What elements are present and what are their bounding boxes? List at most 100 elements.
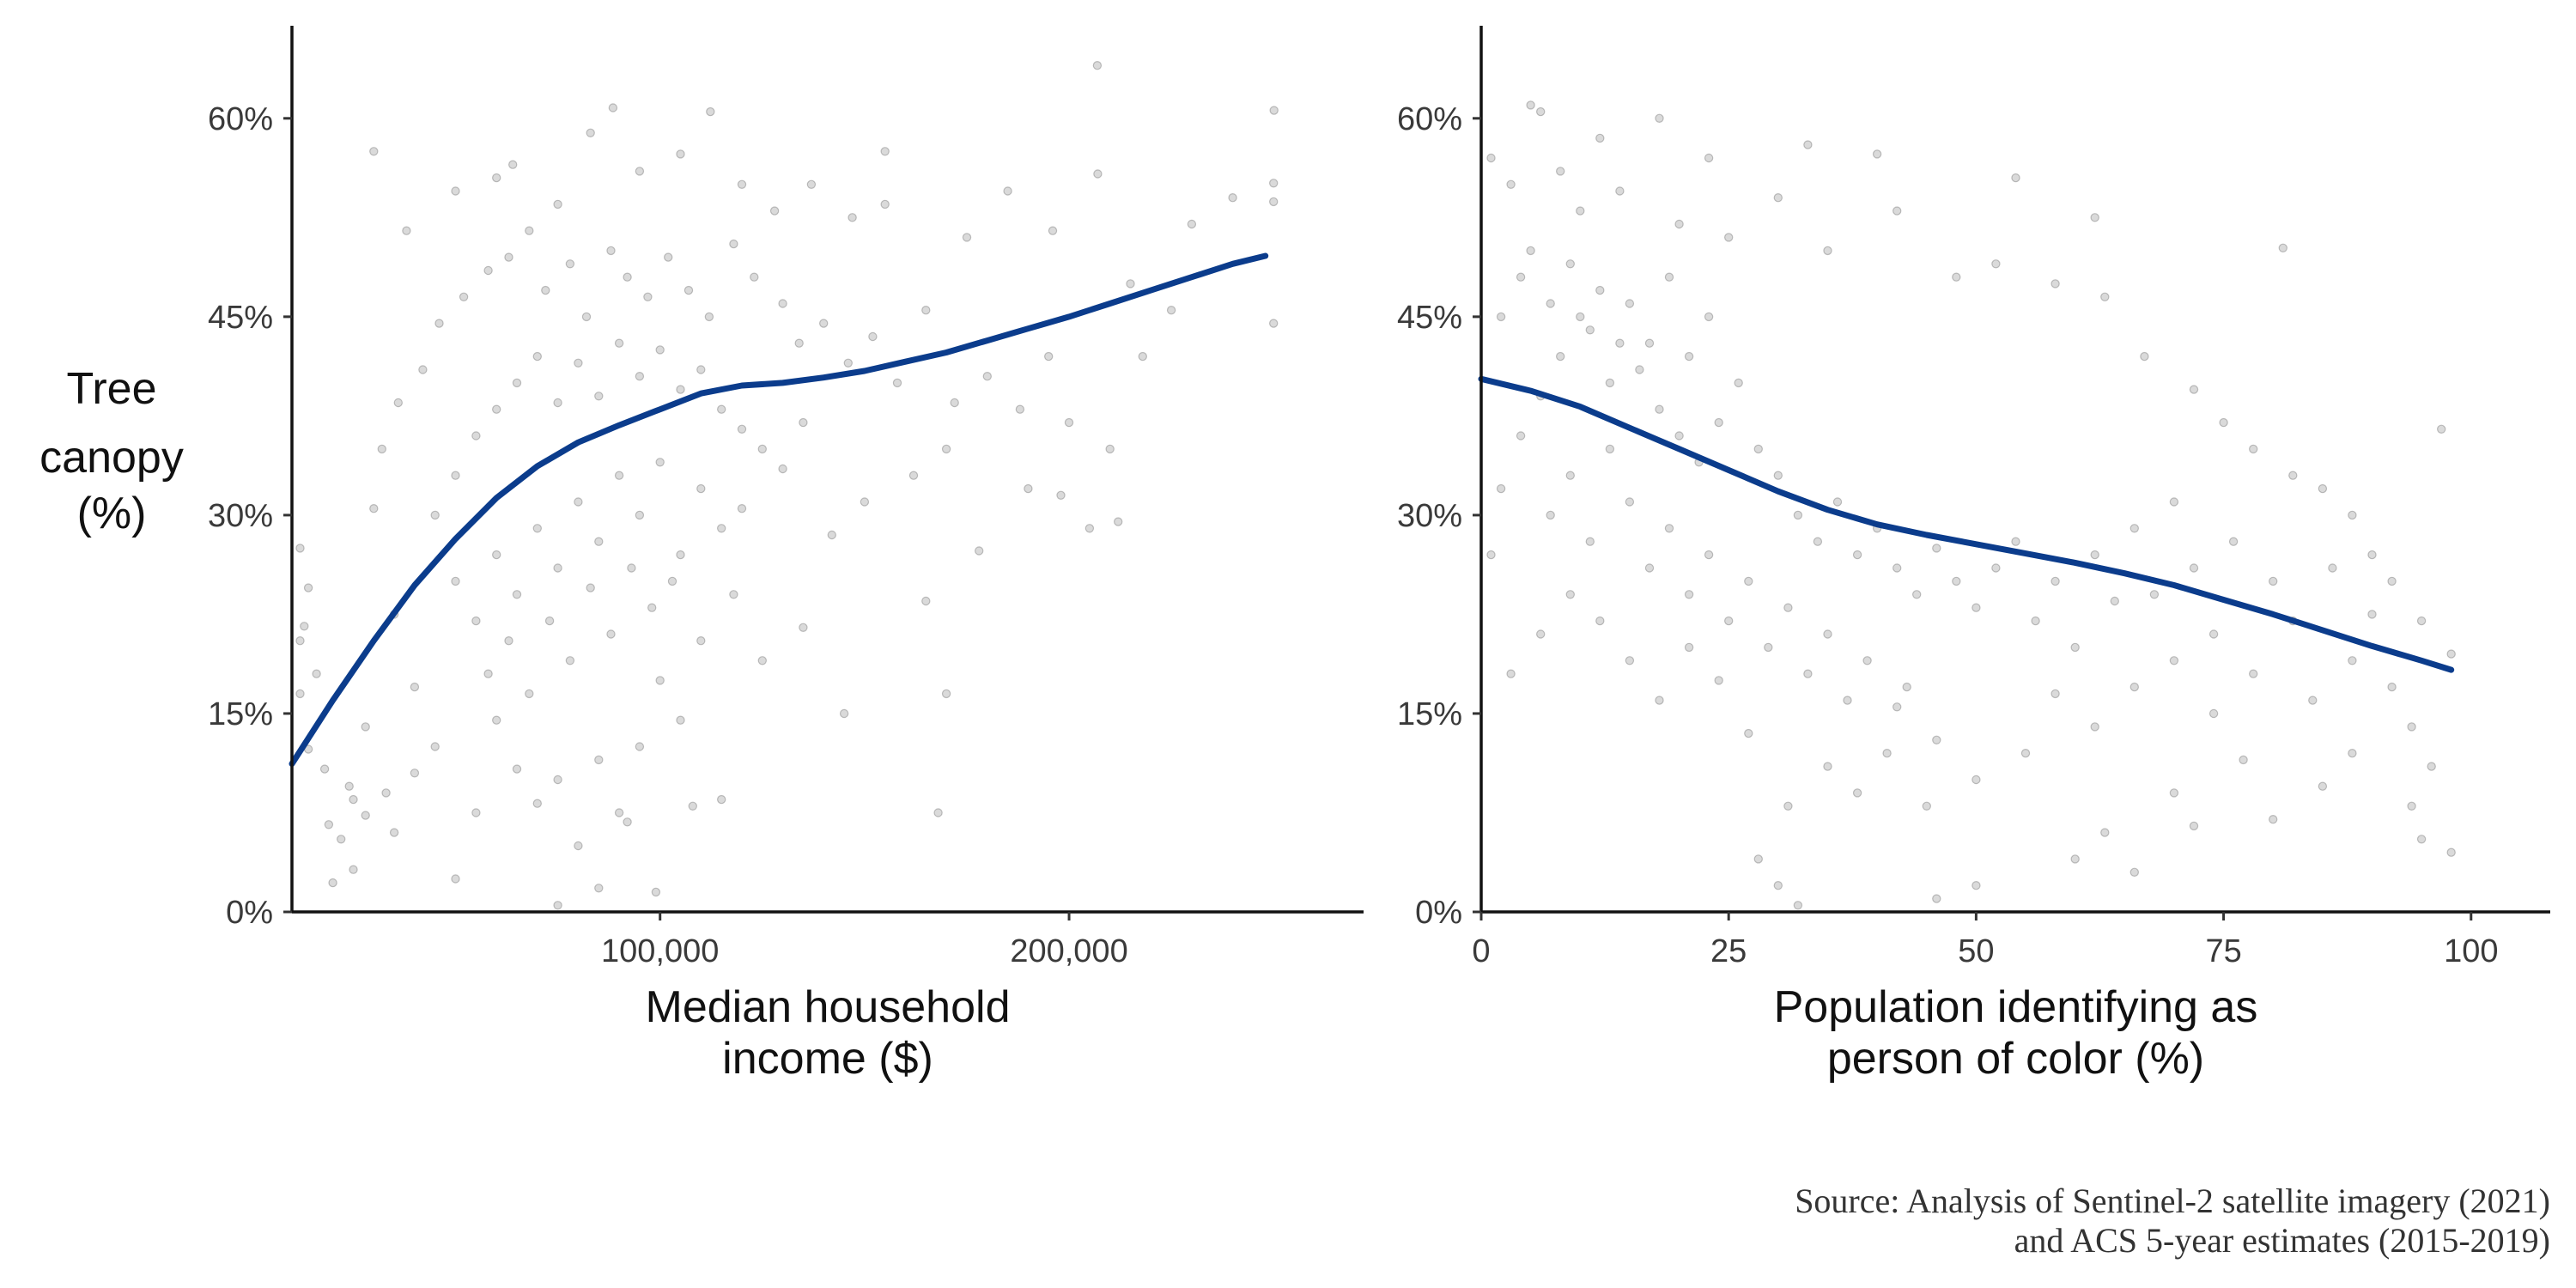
- scatter-point: [717, 524, 726, 533]
- left-panel-income: 0% 15% 30% 45% 60% 100,000 200,000 Median house…: [39, 26, 1364, 1084]
- scatter-point: [974, 546, 984, 556]
- scatter-point: [941, 444, 951, 454]
- scatter-point: [532, 351, 543, 361]
- scatter-point: [1753, 444, 1764, 454]
- scatter-point: [434, 319, 444, 328]
- scatter-point: [586, 128, 595, 137]
- scatter-point: [418, 365, 428, 374]
- scatter-point: [614, 338, 624, 348]
- scatter-point: [512, 590, 522, 599]
- scatter-point: [1084, 524, 1095, 533]
- scatter-point: [737, 504, 747, 513]
- scatter-point: [2070, 642, 2080, 653]
- scatter-point: [2446, 649, 2456, 659]
- scatter-point: [676, 715, 685, 725]
- scatter-point: [1056, 490, 1066, 501]
- scatter-point: [1714, 417, 1723, 428]
- scatter-point: [553, 563, 562, 573]
- scatter-point: [1644, 563, 1655, 573]
- scatter-point: [2268, 815, 2278, 824]
- scatter-point: [361, 811, 370, 820]
- scatter-point: [667, 576, 677, 586]
- scatter-point: [635, 167, 645, 176]
- scatter-point: [683, 285, 694, 295]
- y-axis-title: canopy: [39, 433, 184, 483]
- scatter-point: [2208, 708, 2219, 719]
- scatter-point: [581, 312, 592, 322]
- scatter-point: [2387, 682, 2397, 692]
- scatter-point: [696, 483, 706, 494]
- scatter-point: [451, 576, 460, 586]
- scatter-point: [1932, 544, 1941, 553]
- scatter-point: [565, 259, 575, 269]
- scatter-point: [1922, 801, 1931, 811]
- scatter-point: [757, 444, 768, 454]
- scatter-point: [1024, 483, 1033, 494]
- scatter-point: [1555, 167, 1565, 176]
- scatter-point: [799, 417, 808, 428]
- scatter-point: [1723, 616, 1734, 626]
- scatter-point: [2208, 629, 2219, 639]
- scatter-point: [908, 471, 919, 480]
- scatter-point: [1664, 272, 1674, 282]
- scatter-point: [962, 233, 972, 242]
- y-tick-label: 15%: [1397, 696, 1462, 732]
- x-axis-title: income ($): [722, 1034, 933, 1084]
- x-axis-title: Median household: [646, 982, 1011, 1032]
- scatter-point: [1952, 272, 1961, 282]
- scatter-point: [635, 510, 645, 520]
- scatter-point: [553, 199, 562, 210]
- scatter-point: [1734, 378, 1743, 388]
- scatter-point: [1506, 669, 1516, 678]
- left-scatter-points: [295, 60, 1279, 910]
- scatter-point: [319, 764, 330, 774]
- scatter-point: [2248, 669, 2258, 678]
- scatter-point: [471, 808, 481, 817]
- scatter-point: [525, 226, 534, 235]
- scatter-point: [303, 583, 313, 592]
- scatter-point: [1704, 312, 1714, 322]
- scatter-point: [1535, 106, 1546, 117]
- scatter-point: [1003, 186, 1012, 196]
- scatter-point: [655, 458, 665, 467]
- scatter-point: [1166, 306, 1176, 315]
- scatter-point: [574, 358, 583, 368]
- scatter-point: [369, 147, 379, 156]
- scatter-point: [1952, 576, 1961, 586]
- scatter-point: [389, 828, 399, 837]
- scatter-point: [594, 537, 604, 546]
- scatter-point: [1644, 338, 1655, 348]
- scatter-point: [295, 636, 305, 646]
- scatter-point: [361, 722, 370, 732]
- scatter-point: [717, 404, 726, 414]
- scatter-point: [300, 622, 309, 631]
- scatter-point: [1911, 590, 1922, 599]
- scatter-point: [880, 147, 890, 156]
- scatter-point: [2149, 590, 2160, 599]
- scatter-point: [2129, 867, 2139, 878]
- scatter-point: [2090, 550, 2099, 560]
- scatter-point: [2268, 576, 2278, 586]
- scatter-point: [729, 239, 738, 249]
- x-axis-title: Population identifying as: [1774, 982, 2258, 1032]
- scatter-point: [1684, 590, 1694, 599]
- scatter-point: [655, 676, 665, 685]
- scatter-point: [2228, 537, 2239, 546]
- scatter-point: [635, 372, 645, 381]
- scatter-point: [606, 246, 616, 256]
- scatter-point: [794, 338, 804, 348]
- scatter-point: [1971, 603, 1981, 612]
- scatter-point: [2318, 483, 2328, 494]
- scatter-point: [2367, 610, 2377, 619]
- scatter-point: [393, 398, 403, 408]
- scatter-point: [614, 808, 624, 817]
- scatter-point: [1872, 149, 1882, 159]
- scatter-point: [1555, 351, 1565, 361]
- scatter-point: [655, 345, 665, 355]
- scatter-point: [2110, 596, 2119, 606]
- scatter-point: [1486, 153, 1496, 163]
- scatter-point: [706, 106, 715, 117]
- y-tick-label: 0%: [1415, 895, 1462, 931]
- scatter-point: [1684, 351, 1694, 361]
- scatter-point: [2348, 510, 2357, 520]
